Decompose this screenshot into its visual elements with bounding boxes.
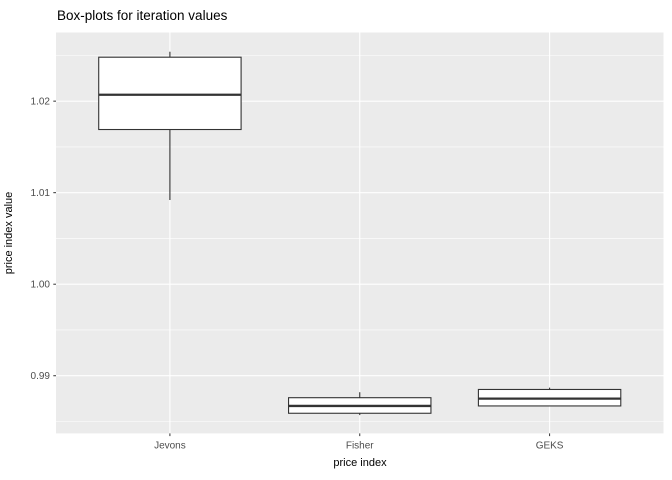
y-tick-label: 1.00 (31, 280, 51, 291)
y-tick-label: 1.01 (31, 188, 51, 199)
plot-title: Box-plots for iteration values (57, 8, 228, 23)
x-axis-title: price index (333, 457, 387, 469)
x-tick-label: GEKS (536, 440, 564, 451)
x-tick-label: Jevons (154, 440, 186, 451)
y-axis-title: price index value (3, 191, 15, 275)
x-tick-label: Fisher (346, 440, 374, 451)
y-tick-label: 1.02 (31, 97, 51, 108)
y-tick-label: 0.99 (31, 371, 51, 382)
boxplot-jevons-box (98, 56, 242, 131)
